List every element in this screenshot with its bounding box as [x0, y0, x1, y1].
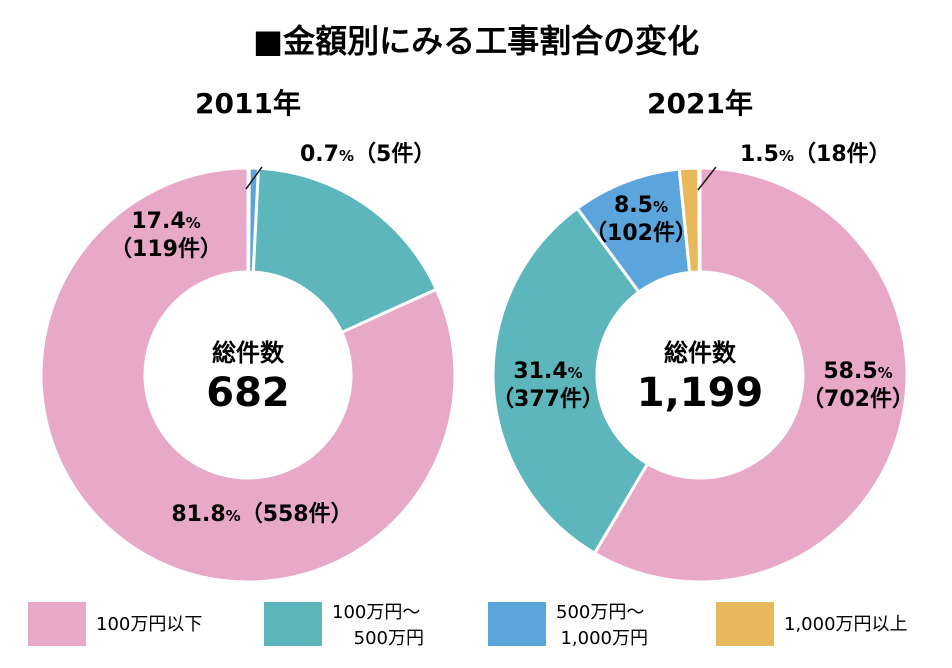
- data-label-2021-over-10m: 1.5%（18件）: [740, 142, 891, 167]
- legend-swatch: [488, 602, 546, 646]
- donut-slices-2011: [39, 166, 457, 584]
- slice-2021-over-10m: [677, 166, 701, 275]
- donut-slices-2021: [491, 166, 909, 584]
- data-label-2021-5m-10m: （102件）: [585, 221, 697, 246]
- year-label-2011: 2011年: [195, 87, 301, 120]
- data-label-2021-1m-5m: （377件）: [492, 387, 604, 412]
- data-label-2021-under-1m: 58.5%: [823, 359, 892, 384]
- legend-label: 100万円〜 500万円: [332, 602, 424, 649]
- legend-swatch: [264, 602, 322, 646]
- data-label-2011-5m-10m: 0.7%（5件）: [300, 142, 435, 167]
- slice-2011-1m-5m: [251, 166, 438, 334]
- data-label-2021-under-1m: （702件）: [802, 387, 914, 412]
- total-value-2021: 1,199: [637, 370, 764, 416]
- donut-2021: 2021年 総件数 1,199 58.5% （702件） 31.4% （377件） 8.…: [491, 87, 914, 584]
- slice-2021-1m-5m: [491, 206, 650, 555]
- data-label-2011-under-1m: 81.8%（558件）: [171, 502, 352, 527]
- total-caption-2021: 総件数: [664, 339, 737, 367]
- legend-label: 500万円〜 1,000万円: [556, 602, 648, 649]
- chart-title: ■金額別にみる工事割合の変化: [253, 22, 699, 60]
- legend-swatch: [28, 602, 86, 646]
- data-label-2011-1m-5m: 17.4%: [131, 209, 200, 234]
- data-label-2021-5m-10m: 8.5%: [614, 193, 668, 218]
- year-label-2021: 2021年: [647, 87, 753, 120]
- slice-2011-under-1m: [39, 166, 457, 584]
- legend-label: 100万円以下: [96, 614, 202, 635]
- slice-labels-2011: 81.8%（558件） 17.4% （119件） 0.7%（5件）: [110, 142, 435, 527]
- donut-2011: 2011年 総件数 682 81.8%（558件） 17.4% （119件） 0.7%…: [39, 87, 457, 584]
- legend: 100万円以下 100万円〜 500万円 500万円〜 1,000万円 1,000万円以上: [28, 602, 908, 649]
- total-value-2011: 682: [206, 370, 290, 416]
- leader-line-2011-5m-10m: [245, 166, 263, 190]
- data-label-2011-1m-5m: （119件）: [110, 237, 222, 262]
- legend-swatch: [716, 602, 774, 646]
- slice-labels-2021: 58.5% （702件） 31.4% （377件） 8.5% （102件） 1.5%（18件…: [492, 142, 914, 412]
- data-label-2021-1m-5m: 31.4%: [513, 359, 582, 384]
- total-caption-2011: 総件数: [212, 339, 285, 367]
- leader-line-2021-over-10m: [697, 166, 717, 191]
- slice-2021-under-1m: [593, 166, 909, 584]
- slice-2011-5m-10m: [247, 166, 260, 274]
- legend-label: 1,000万円以上: [784, 614, 908, 635]
